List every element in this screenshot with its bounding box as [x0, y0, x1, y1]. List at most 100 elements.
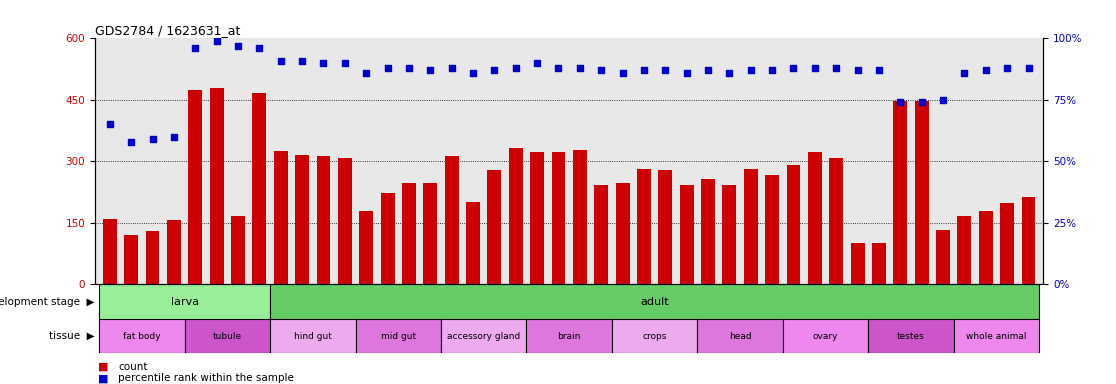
Point [378, 65, 396, 71]
Bar [936, 230, 950, 285]
Point [422, 67, 440, 73]
Text: tubule: tubule [213, 331, 242, 341]
Point [827, 65, 845, 71]
Bar [359, 212, 373, 285]
Bar [850, 243, 865, 285]
Point [614, 70, 632, 76]
Point [763, 67, 781, 73]
Text: development stage  ▶: development stage ▶ [0, 296, 95, 306]
Bar [402, 183, 416, 285]
Bar [594, 185, 608, 285]
Bar [894, 101, 907, 285]
Bar [979, 212, 993, 285]
Point [1020, 65, 1038, 71]
Point [100, 121, 118, 127]
Bar [124, 235, 138, 285]
Point [934, 97, 952, 103]
Bar [381, 194, 394, 285]
Bar [527, 319, 612, 353]
Point [357, 70, 375, 76]
Text: larva: larva [171, 296, 199, 306]
Bar [99, 319, 184, 353]
Point [294, 58, 311, 64]
Point [593, 67, 610, 73]
Bar [270, 319, 356, 353]
Bar [441, 319, 527, 353]
Bar [958, 215, 971, 285]
Point [785, 65, 802, 71]
Point [528, 60, 546, 66]
Point [485, 67, 503, 73]
Bar [766, 174, 779, 285]
Bar [744, 169, 758, 285]
Bar [317, 157, 330, 285]
Bar [270, 285, 1039, 319]
Point [507, 65, 525, 71]
Text: fat body: fat body [123, 331, 161, 341]
Point [229, 43, 247, 49]
Bar [356, 319, 441, 353]
Point [806, 65, 824, 71]
Bar [423, 183, 437, 285]
Bar [1000, 203, 1014, 285]
Point [208, 38, 225, 44]
Point [976, 67, 994, 73]
Point [250, 45, 268, 51]
Text: count: count [118, 362, 147, 372]
Point [721, 70, 739, 76]
Point [955, 70, 973, 76]
Text: percentile rank within the sample: percentile rank within the sample [118, 373, 295, 383]
Bar [145, 231, 160, 285]
Point [336, 60, 354, 66]
Bar [829, 158, 844, 285]
Bar [722, 185, 737, 285]
Text: ovary: ovary [812, 331, 838, 341]
Bar [184, 319, 270, 353]
Text: whole animal: whole animal [966, 331, 1027, 341]
Bar [680, 185, 694, 285]
Bar [616, 183, 629, 285]
Bar [808, 152, 821, 285]
Bar [782, 319, 868, 353]
Bar [954, 319, 1039, 353]
Text: hind gut: hind gut [294, 331, 331, 341]
Bar [701, 179, 715, 285]
Text: ■: ■ [98, 362, 108, 372]
Bar [252, 93, 267, 285]
Point [892, 99, 910, 106]
Text: tissue  ▶: tissue ▶ [49, 331, 95, 341]
Bar [488, 170, 501, 285]
Bar [103, 219, 117, 285]
Bar [210, 88, 223, 285]
Text: mid gut: mid gut [381, 331, 416, 341]
Bar [231, 215, 244, 285]
Point [870, 67, 888, 73]
Text: crops: crops [643, 331, 666, 341]
Bar [637, 169, 651, 285]
Bar [1021, 197, 1036, 285]
Bar [787, 165, 800, 285]
Bar [868, 319, 954, 353]
Bar [189, 89, 202, 285]
Bar [530, 152, 545, 285]
Point [848, 67, 866, 73]
Point [443, 65, 461, 71]
Point [742, 67, 760, 73]
Bar [99, 285, 270, 319]
Point [186, 45, 204, 51]
Point [656, 67, 674, 73]
Bar [612, 319, 698, 353]
Bar [167, 220, 181, 285]
Text: brain: brain [558, 331, 580, 341]
Text: testes: testes [897, 331, 925, 341]
Point [315, 60, 333, 66]
Bar [338, 158, 352, 285]
Text: adult: adult [641, 296, 668, 306]
Text: accessory gland: accessory gland [448, 331, 520, 341]
Point [123, 139, 141, 145]
Point [144, 136, 162, 142]
Point [571, 65, 589, 71]
Bar [658, 170, 672, 285]
Bar [273, 151, 288, 285]
Point [913, 99, 931, 106]
